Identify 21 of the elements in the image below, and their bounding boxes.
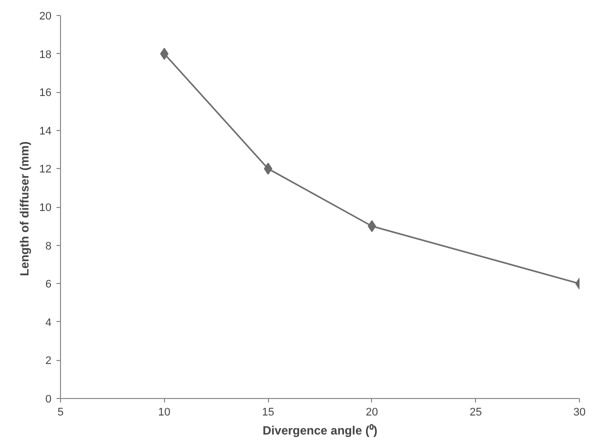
y-tick-label: 14	[39, 125, 52, 138]
y-tick-label: 8	[45, 240, 52, 252]
y-tick-label: 2	[45, 355, 52, 368]
x-tick-label: 15	[262, 406, 274, 418]
y-axis-title: Length of diffuser (mm)	[17, 141, 32, 276]
x-tick-label: 5	[57, 406, 64, 418]
y-tick-label: 16	[39, 87, 52, 100]
x-tick-label: 25	[470, 406, 482, 418]
x-tick-label: 20	[366, 406, 378, 418]
y-tick-label: 6	[45, 278, 52, 291]
point	[264, 162, 272, 175]
y-tick-label: 20	[39, 10, 52, 22]
y-tick-label: 4	[45, 316, 52, 329]
y-tick-label: 12	[39, 164, 52, 176]
point	[368, 220, 376, 232]
y-tick-label: 0	[45, 394, 52, 406]
y-tick-label: 10	[39, 202, 52, 214]
x-tick-label: 10	[158, 406, 170, 418]
x-axis-title: Divergence angle (⁰)	[262, 424, 378, 438]
y-tick-label: 18	[39, 48, 52, 61]
x-tick-label: 30	[573, 406, 586, 418]
